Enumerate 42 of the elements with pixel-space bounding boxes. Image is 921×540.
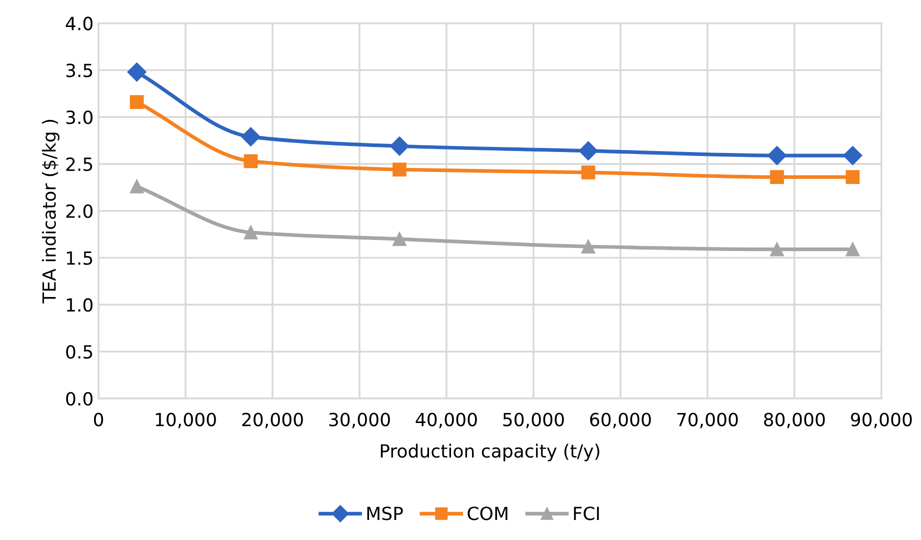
- x-tick-label: 20,000: [242, 412, 303, 428]
- point: [581, 165, 596, 180]
- point: [241, 127, 260, 146]
- y-tick-label: 0.0: [66, 392, 92, 406]
- y-tick-label: 4.0: [66, 16, 92, 30]
- point: [392, 162, 406, 177]
- y-tick-label: 3.0: [66, 110, 92, 124]
- legend-label: MSP: [367, 506, 403, 520]
- point: [127, 62, 146, 82]
- point: [578, 141, 598, 160]
- y-tick-label: 2.5: [66, 157, 92, 172]
- y-tick-label: 0.5: [66, 345, 92, 359]
- y-tick-label: 1.5: [66, 251, 92, 265]
- y-axis-title: TEA indicator ($/kg ): [42, 120, 60, 304]
- x-tick-label: 60,000: [590, 412, 651, 428]
- y-tick-label: 3.5: [66, 64, 92, 78]
- point: [770, 170, 784, 184]
- point: [843, 146, 862, 166]
- point: [130, 95, 144, 109]
- point: [770, 242, 784, 256]
- x-tick-label: 30,000: [329, 412, 390, 428]
- point: [130, 180, 144, 194]
- y-tick-label: 1.0: [66, 298, 92, 312]
- legend-label: COM: [468, 506, 508, 520]
- x-tick-label: 90,000: [850, 412, 912, 428]
- point: [767, 146, 787, 166]
- x-tick-label: 10,000: [156, 412, 216, 428]
- legend-label: FCI: [574, 506, 599, 520]
- x-tick-label: 80,000: [764, 412, 825, 428]
- point: [581, 240, 596, 254]
- x-tick-label: 0: [94, 412, 104, 426]
- point: [244, 154, 258, 168]
- point: [390, 136, 410, 156]
- x-tick-label: 70,000: [677, 412, 738, 428]
- point: [244, 226, 258, 240]
- point: [846, 170, 860, 184]
- x-tick-label: 50,000: [503, 412, 564, 428]
- x-tick-label: 40,000: [416, 412, 477, 428]
- point: [846, 242, 860, 256]
- point: [392, 232, 406, 246]
- x-axis-title: Production capacity (t/y): [380, 444, 600, 462]
- y-tick-label: 2.0: [66, 204, 92, 218]
